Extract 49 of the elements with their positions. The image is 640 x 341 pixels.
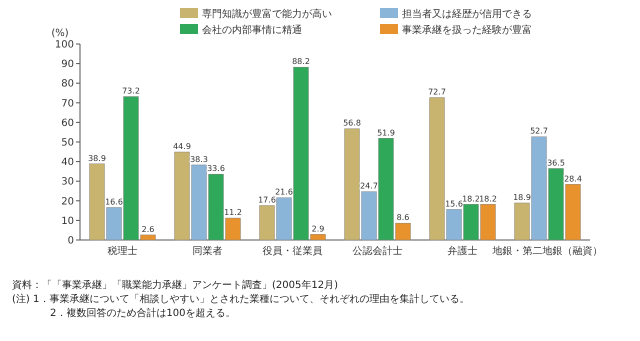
- legend-label: 事業承継を扱った経験が豊富: [402, 24, 532, 36]
- text: 2．複数回答のため合計は100を超える。: [50, 307, 236, 319]
- data-label: 36.5: [547, 158, 565, 168]
- y-tick-label: 100: [54, 40, 74, 50]
- data-label: 18.2: [479, 194, 497, 204]
- x-tick-label: 弁護士: [448, 245, 478, 257]
- data-label: 16.6: [105, 197, 123, 206]
- data-label: 17.6: [258, 196, 276, 205]
- data-label: 38.9: [88, 154, 106, 163]
- y-tick-label: 50: [61, 138, 74, 148]
- y-tick-label: 90: [61, 59, 74, 70]
- data-label: 24.7: [360, 182, 378, 191]
- y-tick-label: 80: [61, 78, 74, 90]
- x-tick-label: 税理士: [108, 245, 138, 257]
- data-label: 56.8: [343, 118, 361, 128]
- text: (注) 1．事業承継について「相談しやすい」とされた業種について、それぞれの理由を集計している。: [12, 293, 470, 305]
- legend-label: 会社の内部事情に精通: [202, 24, 302, 36]
- data-label: 28.4: [564, 174, 582, 184]
- data-label: 38.3: [190, 154, 208, 164]
- data-label: 2.9: [312, 224, 324, 234]
- data-label: 21.6: [275, 188, 293, 197]
- y-tick-label: 10: [61, 216, 74, 227]
- data-label: 11.2: [224, 208, 242, 218]
- data-label: 52.7: [530, 126, 548, 136]
- data-label: 51.9: [377, 128, 395, 138]
- x-tick-label: 地銀・第二地銀（融資）: [492, 245, 602, 257]
- y-tick-label: 0: [68, 236, 74, 246]
- data-label: 2.6: [142, 224, 154, 234]
- y-tick-label: 20: [61, 196, 74, 208]
- y-tick-label: 30: [61, 176, 74, 188]
- data-label: 8.6: [396, 213, 410, 222]
- data-label: 44.9: [173, 142, 191, 151]
- data-label: 15.6: [445, 199, 463, 208]
- x-tick-label: 同業者: [192, 245, 222, 257]
- data-label: 88.2: [292, 57, 310, 66]
- data-label: 72.7: [428, 88, 446, 97]
- x-tick-label: 役員・従業員: [262, 245, 322, 257]
- y-tick-label: 60: [61, 118, 74, 129]
- y-tick-label: 40: [61, 157, 74, 168]
- text: 資料：「「事業承継」「職業能力承継」アンケート調査」(2005年12月): [12, 279, 338, 291]
- data-label: 18.2: [462, 194, 480, 204]
- data-label: 33.6: [207, 164, 225, 174]
- x-tick-label: 公認会計士: [352, 245, 402, 257]
- y-tick-label: 70: [61, 98, 74, 110]
- data-label: 18.9: [513, 192, 531, 202]
- legend-label: 専門知識が豊富で能力が高い: [202, 8, 332, 20]
- y-axis-title: (%): [51, 28, 69, 39]
- data-label: 73.2: [122, 86, 140, 96]
- legend-label: 担当者又は経歴が信用できる: [402, 8, 532, 20]
